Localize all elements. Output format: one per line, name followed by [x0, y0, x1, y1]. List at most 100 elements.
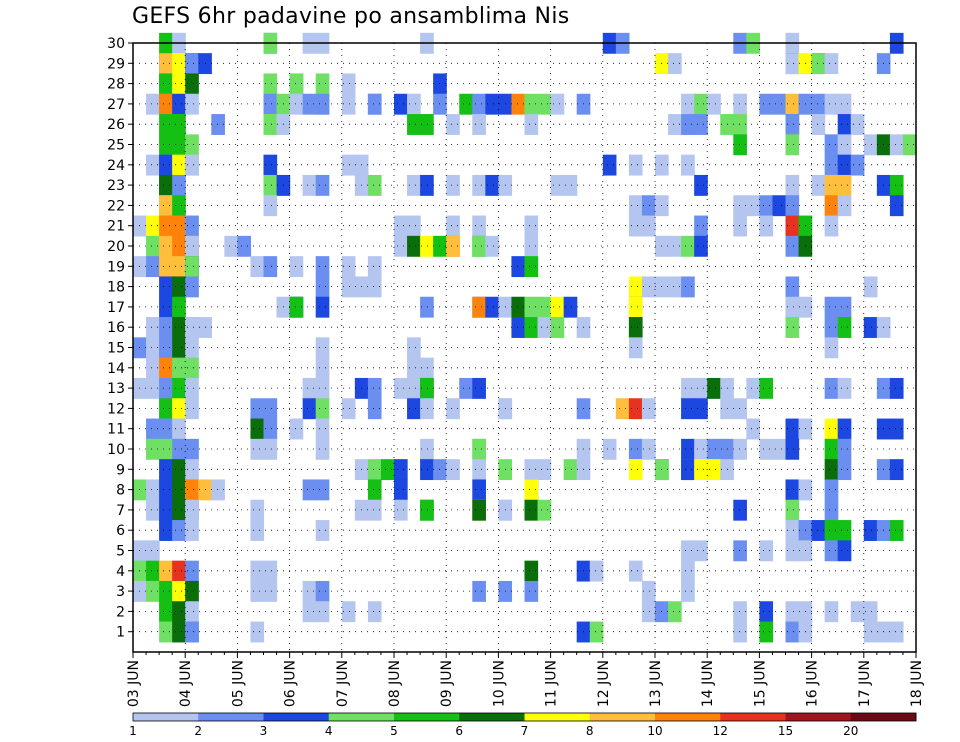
y-tick-label: 3 [116, 584, 125, 600]
colorbar-swatch [328, 713, 395, 721]
y-tick-label: 27 [107, 97, 125, 113]
heatmap-cell [733, 601, 747, 623]
heatmap-cell [668, 276, 682, 298]
x-tick-label: 15 JUN [752, 660, 768, 707]
heatmap-cell [172, 93, 186, 115]
heatmap-cell [615, 398, 630, 420]
y-tick-label: 7 [116, 503, 125, 519]
heatmap-cell [511, 317, 526, 338]
heatmap-cell [681, 459, 695, 481]
colorbar-label: 15 [778, 724, 793, 738]
heatmap-cell [341, 601, 356, 623]
heatmap-cell [550, 174, 565, 196]
heatmap-cell [759, 195, 774, 217]
y-tick-label: 23 [107, 178, 125, 194]
heatmap-cell [772, 195, 787, 217]
colorbar-swatch [785, 713, 852, 721]
heatmap-cell [785, 499, 800, 521]
heatmap-cell [511, 256, 526, 278]
heatmap-cell [185, 134, 199, 156]
heatmap-cell [407, 377, 421, 399]
x-tick-label: 05 JUN [230, 660, 246, 707]
heatmap-cell [889, 418, 904, 440]
heatmap-cell [159, 601, 173, 623]
heatmap-cell [367, 377, 382, 399]
y-tick-label: 16 [107, 320, 125, 336]
heatmap-cell [159, 499, 173, 521]
heatmap-cell [407, 114, 421, 135]
heatmap-cell [472, 499, 486, 521]
heatmap-cell [185, 256, 199, 278]
heatmap-cell [159, 398, 173, 420]
colorbar-label: 3 [260, 724, 268, 738]
heatmap-cell [668, 601, 682, 623]
heatmap-cell [733, 398, 747, 420]
heatmap-cell [628, 215, 643, 237]
heatmap-cell [172, 459, 186, 481]
heatmap-cell [785, 215, 800, 237]
heatmap-cell [185, 93, 199, 115]
heatmap-cell [537, 296, 552, 318]
heatmap-cell [550, 93, 565, 115]
heatmap-cell [315, 398, 330, 420]
heatmap-cell [811, 93, 826, 115]
heatmap-cell [837, 154, 852, 176]
heatmap-cell [628, 398, 643, 420]
y-tick-label: 4 [116, 564, 125, 580]
x-tick-label: 11 JUN [544, 660, 560, 707]
heatmap-cell [263, 418, 278, 440]
heatmap-cell [367, 256, 382, 278]
heatmap-cell [837, 93, 852, 115]
heatmap-cell [420, 174, 434, 196]
heatmap-cell [785, 479, 800, 501]
y-tick-label: 6 [116, 523, 125, 539]
heatmap-cell [759, 438, 774, 460]
heatmap-cell [524, 459, 539, 481]
heatmap-cell [824, 174, 839, 196]
heatmap-cell [185, 154, 199, 176]
heatmap-cell [785, 438, 800, 460]
heatmap-cell [185, 621, 199, 643]
heatmap-cell [250, 580, 265, 602]
heatmap-cell [394, 479, 408, 501]
colorbar-swatch [459, 713, 525, 721]
heatmap-cell [159, 114, 173, 135]
heatmap-cell [811, 174, 826, 196]
heatmap-cell [759, 621, 774, 643]
heatmap-cell [863, 621, 878, 643]
heatmap-cell [420, 438, 434, 460]
heatmap-cell [668, 114, 682, 135]
heatmap-cell [302, 479, 317, 501]
colorbar-swatch [198, 713, 264, 721]
heatmap-cell [159, 256, 173, 278]
heatmap-cell [250, 398, 265, 420]
colorbar-swatch [263, 713, 330, 721]
heatmap-cell [185, 438, 199, 460]
y-tick-label: 13 [107, 381, 125, 397]
heatmap-cell [563, 174, 578, 196]
heatmap-cell [589, 560, 604, 582]
heatmap-cell [485, 235, 499, 257]
heatmap-cell [733, 134, 747, 156]
x-tick-label: 12 JUN [596, 660, 612, 707]
heatmap-cell [602, 438, 617, 460]
heatmap-cell [315, 357, 330, 379]
heatmap-cell [172, 73, 186, 95]
heatmap-cell [159, 520, 173, 541]
heatmap-cell [746, 418, 760, 440]
heatmap-cell [524, 560, 539, 582]
heatmap-cell [694, 215, 708, 237]
heatmap-cell [746, 195, 760, 217]
heatmap-cell [785, 418, 800, 440]
heatmap-cell [420, 499, 434, 521]
heatmap-cell [185, 276, 199, 298]
heatmap-cell [146, 154, 160, 176]
heatmap-cell [707, 93, 721, 115]
heatmap-cell [302, 398, 317, 420]
heatmap-cell [172, 601, 186, 623]
heatmap-cell [172, 499, 186, 521]
y-tick-label: 2 [116, 604, 125, 620]
heatmap-cell [681, 438, 695, 460]
heatmap-cell [185, 215, 199, 237]
heatmap-cell [628, 195, 643, 217]
